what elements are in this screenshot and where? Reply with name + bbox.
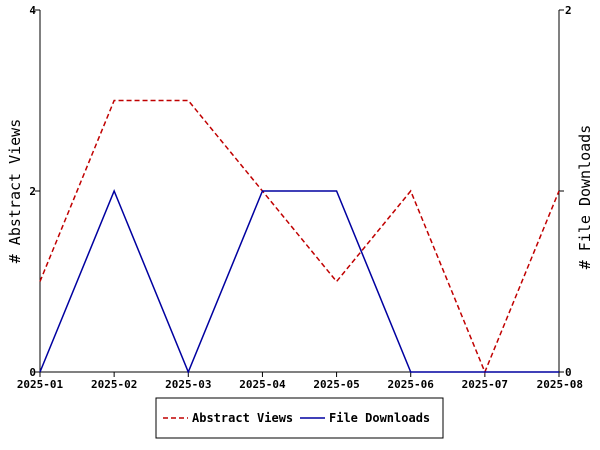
x-tick-label: 2025-05 [313,378,359,391]
x-tick-label: 2025-06 [388,378,435,391]
y2-axis-title: # File Downloads [576,125,594,270]
y2-tick-label: 0 [565,366,572,379]
y-tick-label: 4 [29,4,36,17]
x-tick-label: 2025-08 [537,378,583,391]
series-line-file-downloads [39,189,559,374]
x-tick-label: 2025-03 [165,378,211,391]
series-line-abstract-views [39,99,560,374]
legend-box [155,397,444,439]
y2-tick-label: 2 [565,4,572,17]
series-lines [39,99,560,374]
legend-label: File Downloads [329,411,430,425]
x-tick-label: 2025-04 [239,378,286,391]
legend: Abstract Views File Downloads [155,397,444,439]
x-tick-label: 2025-07 [462,378,508,391]
legend-label: Abstract Views [192,411,293,425]
y-tick-label: 0 [29,366,36,379]
x-tick-label: 2025-02 [91,378,137,391]
x-tick-label: 2025-01 [17,378,64,391]
y-axis-title: # Abstract Views [6,119,24,264]
axes: 0 2 4 0 2 2025-01 2025-02 2025-03 2025-04 2025-05… [17,4,583,391]
y-tick-label: 2 [29,185,36,198]
